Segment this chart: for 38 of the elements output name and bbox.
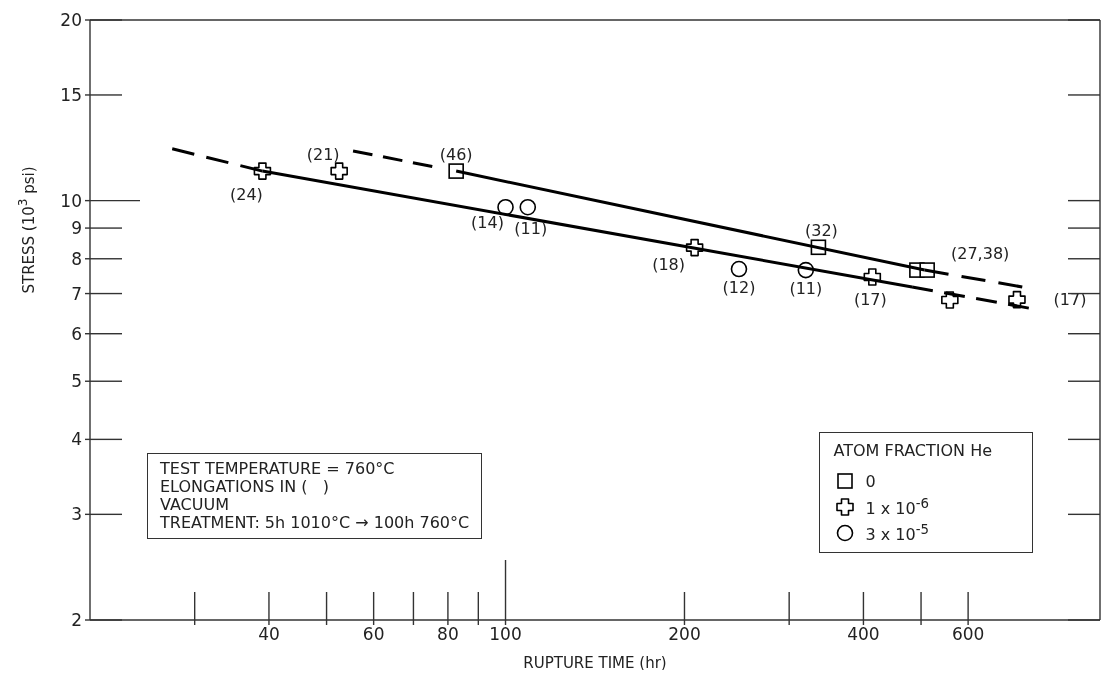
annotation: (14) (471, 213, 504, 233)
legend-label: 3 x 10$^{-5}$ (865, 521, 929, 545)
y-tick-label: 2 (71, 610, 82, 631)
y-tick-label: 4 (71, 429, 82, 450)
y-tick-label: 5 (71, 371, 82, 392)
y-tick-label: 20 (60, 10, 82, 31)
x-tick-label: 40 (258, 624, 280, 645)
legend-label: 0 (865, 471, 876, 491)
y-tick-label: 3 (71, 504, 82, 525)
annotation: (12) (722, 278, 756, 298)
annotation: ELONGATIONS IN ( ) (160, 477, 330, 496)
annotation: VACUUM (160, 495, 230, 514)
annotation: TEST TEMPERATURE = 760°C (160, 459, 396, 478)
legend-label: 1 x 10$^{-6}$ (865, 495, 929, 519)
annotation: (32) (805, 221, 838, 241)
annotation: TREATMENT: 5h 1010°C → 100h 760°C (160, 513, 470, 532)
annotation: (11) (789, 279, 823, 299)
legend-title: ATOM FRACTION He (833, 441, 992, 460)
annotation: (21) (306, 145, 340, 165)
x-tick-label: 400 (847, 624, 880, 645)
y-tick-label: 15 (60, 85, 82, 105)
annotation: (18) (652, 254, 686, 274)
annotation: (11) (514, 219, 548, 239)
annotation: (46) (439, 145, 473, 165)
annotation: (17) (853, 289, 887, 309)
x-tick-label: 200 (668, 624, 701, 645)
x-tick-label: 80 (437, 624, 459, 645)
x-tick-label: 100 (489, 624, 522, 645)
x-tick-label: 600 (951, 624, 985, 645)
x-tick-label: 60 (362, 624, 385, 645)
x-axis-title: RUPTURE TIME (hr) (523, 654, 667, 672)
annotation: (24) (230, 185, 263, 205)
annotation: (27,38) (951, 244, 1010, 264)
y-tick-label: 8 (71, 248, 82, 269)
y-tick-label: 6 (71, 323, 82, 344)
y-tick-label: 9 (71, 218, 82, 239)
y-tick-label: 7 (71, 283, 82, 304)
y-tick-label: 10 (60, 190, 82, 211)
